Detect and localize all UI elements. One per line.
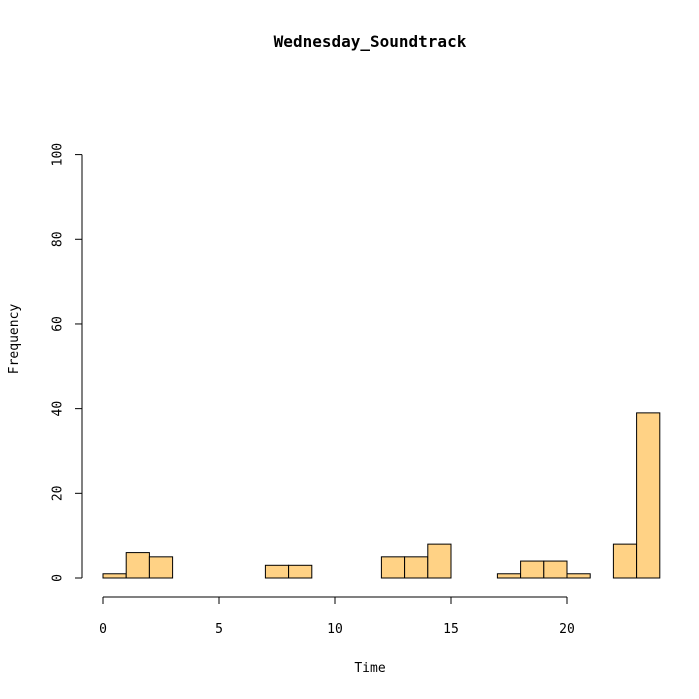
histogram-bar — [543, 560, 568, 579]
y-axis-label: Frequency — [7, 304, 22, 375]
x-axis-label: Time — [354, 661, 385, 676]
chart-title: Wednesday_Soundtrack — [274, 32, 467, 51]
histogram-bar — [148, 556, 174, 579]
x-axis: 0 5 10 15 20 — [99, 596, 575, 637]
histogram-bar — [636, 412, 661, 579]
x-tick-label: 15 — [443, 622, 459, 637]
y-tick-label: 40 — [51, 401, 66, 417]
histogram-bar — [288, 564, 313, 579]
histogram-bar — [264, 564, 290, 579]
x-tick-label: 5 — [215, 622, 223, 637]
x-tick-label: 20 — [559, 622, 575, 637]
histogram-bar — [102, 573, 127, 579]
histogram-bar — [125, 552, 150, 579]
x-tick-label: 0 — [99, 622, 107, 637]
histogram-bar — [566, 573, 591, 579]
histogram-bar — [496, 573, 522, 579]
bars-group — [102, 412, 661, 579]
y-tick-label: 100 — [51, 143, 66, 166]
histogram-bar — [520, 560, 545, 579]
y-tick-label: 0 — [51, 574, 66, 582]
histogram-bar — [380, 556, 406, 579]
histogram-bar — [404, 556, 429, 579]
histogram-bar — [427, 543, 452, 579]
y-tick-label: 60 — [51, 316, 66, 332]
histogram-bar — [612, 543, 638, 579]
y-tick-label: 80 — [51, 231, 66, 247]
y-axis: 0 20 40 60 80 100 — [51, 143, 83, 582]
y-tick-label: 20 — [51, 485, 66, 501]
x-tick-label: 10 — [327, 622, 343, 637]
